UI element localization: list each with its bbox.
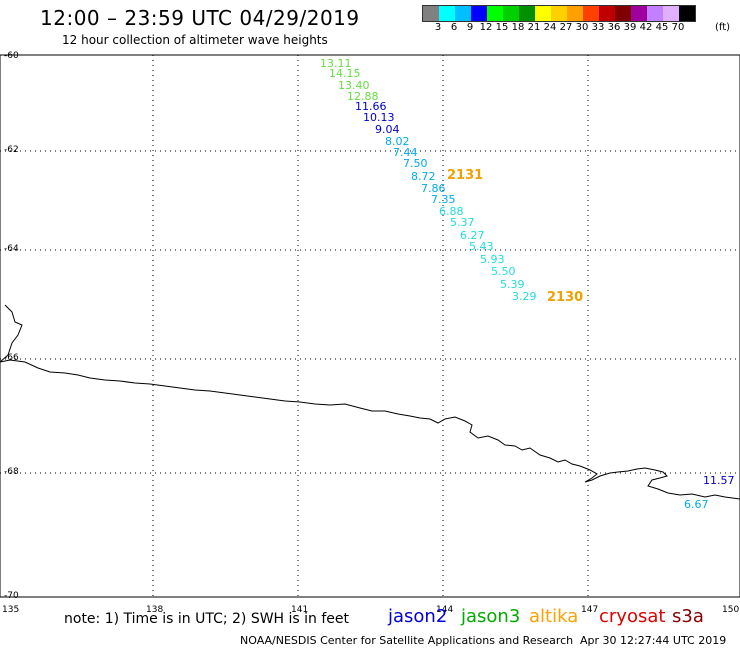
wave-height-label: 7.44	[393, 146, 418, 159]
color-swatch	[503, 6, 519, 21]
page-title: 12:00 – 23:59 UTC 04/29/2019	[40, 6, 360, 30]
color-scale-label: 36	[607, 22, 621, 33]
color-swatch	[439, 6, 455, 21]
color-scale-units: (ft)	[715, 22, 731, 33]
color-swatch	[567, 6, 583, 21]
wave-height-label: 6.67	[684, 498, 709, 511]
color-swatch	[519, 6, 535, 21]
lon-label: 135	[2, 605, 20, 615]
legend-s3a: s3a	[672, 606, 704, 627]
color-swatch	[679, 6, 695, 21]
color-scale-label: 42	[639, 22, 653, 33]
color-swatch	[615, 6, 631, 21]
color-swatch	[631, 6, 647, 21]
color-swatch	[487, 6, 503, 21]
wave-height-label: 6.27	[460, 229, 485, 242]
legend-cryosat: cryosat	[599, 606, 666, 627]
pass-number: 2131	[447, 168, 484, 183]
wave-height-label: 7.50	[403, 157, 428, 170]
color-scale-label: 12	[479, 22, 493, 33]
wave-height-label: 10.13	[363, 111, 395, 124]
color-scale-label: 30	[575, 22, 589, 33]
color-swatch	[647, 6, 663, 21]
lat-label: -62	[4, 145, 19, 155]
color-scale-bar	[422, 5, 696, 22]
wave-height-label: 5.93	[480, 253, 505, 266]
lat-label: -68	[4, 467, 19, 477]
footer-timestamp: Apr 30 12:27:44 UTC 2019	[580, 634, 727, 647]
color-scale-label: 45	[655, 22, 669, 33]
color-scale-label: 18	[511, 22, 525, 33]
color-scale-label: 6	[450, 22, 458, 33]
color-swatch	[583, 6, 599, 21]
grid-lines	[0, 55, 740, 597]
wave-height-label: 7.35	[431, 193, 456, 206]
color-swatch	[535, 6, 551, 21]
wave-height-label: 7.86	[421, 182, 446, 195]
color-swatch	[423, 6, 439, 21]
wave-height-label: 13.11	[320, 57, 352, 70]
footer-note: note: 1) Time is in UTC; 2) SWH is in fe…	[64, 611, 350, 627]
lat-label: -70	[4, 591, 19, 601]
wave-height-label: 8.72	[411, 170, 436, 183]
color-swatch	[551, 6, 567, 21]
legend-jason2: jason2	[388, 606, 448, 627]
footer-credit: NOAA/NESDIS Center for Satellite Applica…	[240, 634, 574, 647]
color-swatch	[455, 6, 471, 21]
pass-number: 2130	[547, 290, 584, 305]
color-scale-label: 9	[466, 22, 474, 33]
color-scale-label: 39	[623, 22, 637, 33]
lat-label: -60	[4, 51, 19, 61]
color-scale-label: 33	[591, 22, 605, 33]
lon-label: 138	[146, 605, 164, 615]
color-scale-label: 3	[434, 22, 442, 33]
wave-height-label: 11.57	[703, 474, 735, 487]
wave-height-label: 8.02	[385, 135, 410, 148]
legend-altika: altika	[529, 606, 579, 627]
wave-height-label: 14.15	[329, 67, 361, 80]
page-subtitle: 12 hour collection of altimeter wave hei…	[62, 33, 328, 47]
lon-label: 147	[581, 605, 599, 615]
color-swatch	[471, 6, 487, 21]
wave-height-label: 13.40	[338, 79, 370, 92]
wave-height-label: 5.50	[491, 265, 516, 278]
color-scale-label: 21	[527, 22, 541, 33]
wave-height-label: 12.88	[347, 90, 379, 103]
color-scale-label: 27	[559, 22, 573, 33]
wave-height-label: 5.43	[469, 240, 494, 253]
legend-jason3: jason3	[461, 606, 521, 627]
wave-height-label: 3.29	[512, 290, 537, 303]
color-scale-label: 15	[495, 22, 509, 33]
wave-height-label: 5.39	[500, 278, 525, 291]
coastline	[0, 304, 740, 500]
wave-height-label: 11.66	[355, 100, 387, 113]
lat-label: -64	[4, 244, 19, 254]
color-swatch	[599, 6, 615, 21]
wave-height-label: 6.88	[439, 205, 464, 218]
lon-label: 150	[722, 605, 740, 615]
map-frame	[0, 54, 740, 598]
color-swatch	[663, 6, 679, 21]
lon-label: 144	[436, 605, 454, 615]
lat-label: -66	[4, 353, 19, 363]
color-scale-label: 70	[671, 22, 685, 33]
wave-height-label: 5.37	[450, 216, 475, 229]
lon-label: 141	[291, 605, 309, 615]
color-scale-label: 24	[543, 22, 557, 33]
wave-height-label: 9.04	[375, 123, 400, 136]
